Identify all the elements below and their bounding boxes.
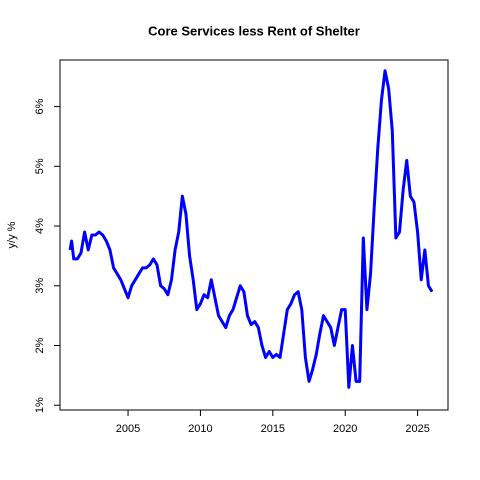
x-tick-label: 2010 (188, 423, 212, 435)
y-tick-label: 3% (34, 278, 46, 294)
y-tick-label: 6% (34, 98, 46, 114)
x-tick-label: 2015 (261, 423, 285, 435)
plot-box (59, 59, 449, 411)
y-axis-label: y/y % (6, 221, 18, 248)
x-tick-label: 2025 (405, 423, 429, 435)
y-tick-label: 1% (34, 397, 46, 413)
y-tick-label: 5% (34, 158, 46, 174)
x-tick-label: 2005 (116, 423, 140, 435)
data-line (68, 69, 434, 389)
y-tick-label: 2% (34, 337, 46, 353)
x-tick-label: 2020 (333, 423, 357, 435)
chart-title: Core Services less Rent of Shelter (148, 23, 360, 38)
y-tick-label: 4% (34, 218, 46, 234)
